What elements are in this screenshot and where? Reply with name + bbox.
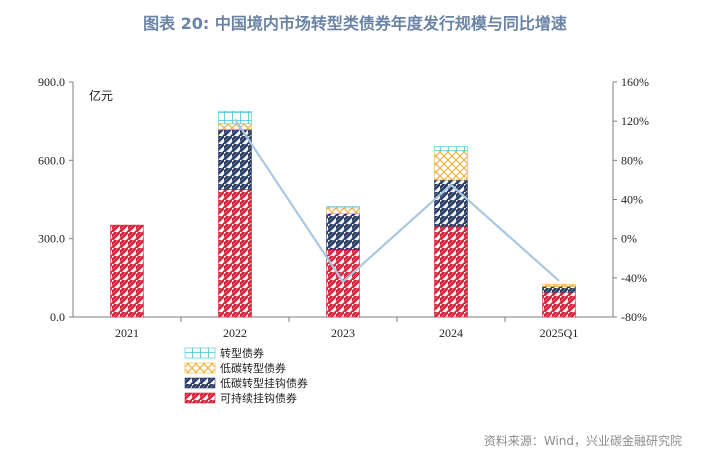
bar-sustainability_linked-2025Q1 bbox=[542, 291, 576, 318]
x-tick-label: 2024 bbox=[439, 326, 463, 340]
y2-tick-label: 40% bbox=[621, 193, 643, 207]
bar-sustainability_linked-2024 bbox=[434, 226, 468, 318]
bar-low_carbon_transition-2023 bbox=[326, 207, 360, 214]
legend-label-transition: 转型债券 bbox=[220, 346, 264, 360]
legend-label-low_carbon_transition_linked: 低碳转型挂钩债券 bbox=[220, 376, 308, 390]
y-tick-label: 0.0 bbox=[50, 310, 65, 324]
y-tick-label: 300.0 bbox=[38, 232, 65, 246]
y-tick-label: 900.0 bbox=[38, 75, 65, 89]
legend-swatch-transition bbox=[184, 347, 216, 359]
x-tick-label: 2021 bbox=[115, 326, 139, 340]
y2-tick-label: 0% bbox=[621, 232, 637, 246]
bar-sustainability_linked-2023 bbox=[326, 249, 360, 318]
y2-tick-label: 160% bbox=[621, 75, 649, 89]
bar-low_carbon_transition-2022 bbox=[218, 123, 252, 130]
legend-label-sustainability_linked: 可持续挂钩债券 bbox=[220, 391, 297, 405]
bar-sustainability_linked-2022 bbox=[218, 189, 252, 318]
y2-tick-label: 120% bbox=[621, 114, 649, 128]
bar-low_carbon_transition_linked-2022 bbox=[218, 129, 252, 190]
y-unit-label: 亿元 bbox=[89, 88, 113, 103]
y2-tick-label: -80% bbox=[621, 310, 647, 324]
bar-low_carbon_transition_linked-2025Q1 bbox=[542, 286, 576, 293]
legend-swatch-low_carbon_transition bbox=[184, 362, 216, 374]
source-note: 资料来源：Wind，兴业碳金融研究院 bbox=[483, 434, 682, 448]
x-tick-label: 2023 bbox=[331, 326, 355, 340]
legend-label-low_carbon_transition: 低碳转型债券 bbox=[220, 361, 286, 375]
bar-low_carbon_transition_linked-2024 bbox=[434, 179, 468, 227]
bar-sustainability_linked-2021 bbox=[110, 224, 144, 318]
y2-tick-label: 80% bbox=[621, 153, 643, 167]
legend-swatch-low_carbon_transition_linked bbox=[184, 377, 216, 389]
bar-low_carbon_transition-2025Q1 bbox=[542, 284, 576, 287]
bar-transition-2022 bbox=[218, 110, 252, 125]
y2-tick-label: -40% bbox=[621, 271, 647, 285]
legend-swatch-sustainability_linked bbox=[184, 392, 216, 404]
bar-transition-2023 bbox=[326, 206, 360, 209]
bar-low_carbon_transition_linked-2023 bbox=[326, 213, 360, 250]
chart-title: 图表 20: 中国境内市场转型类债券年度发行规模与同比增速 bbox=[143, 14, 567, 33]
bar-low_carbon_transition-2024 bbox=[434, 150, 468, 181]
growth-line bbox=[234, 118, 560, 284]
x-tick-label: 2022 bbox=[223, 326, 247, 340]
bar-transition-2024 bbox=[434, 146, 468, 151]
x-tick-label: 2025Q1 bbox=[540, 326, 579, 340]
y-tick-label: 600.0 bbox=[38, 153, 65, 167]
